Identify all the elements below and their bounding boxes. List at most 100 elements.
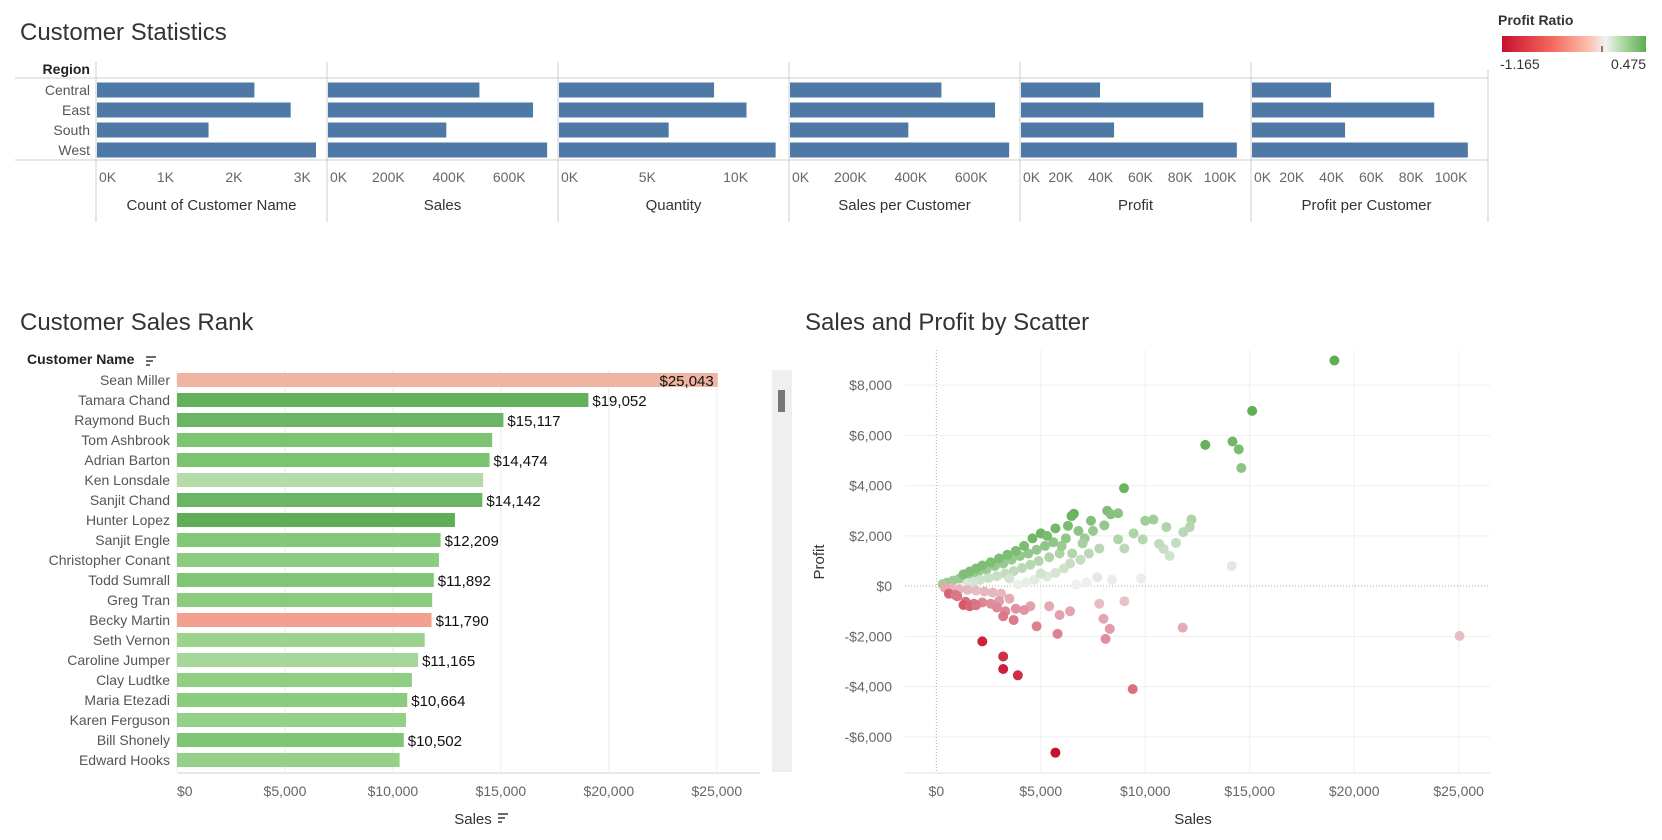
stat-bar[interactable] [559,142,776,158]
scatter-point[interactable] [1113,508,1124,519]
stat-bar[interactable] [328,122,447,138]
scatter-point[interactable] [1031,544,1042,555]
scatter-point[interactable] [1200,439,1211,450]
scatter-point[interactable] [1054,548,1065,559]
stat-bar[interactable] [790,122,909,138]
scatter-point[interactable] [1017,563,1027,574]
scatter-point[interactable] [1012,670,1023,681]
scatter-point[interactable] [971,600,982,611]
scatter-point[interactable] [1008,566,1019,577]
scatter-point[interactable] [1104,623,1115,634]
scatter-point[interactable] [1247,405,1258,416]
scatter-point[interactable] [1137,534,1148,545]
scatter-point[interactable] [1177,622,1188,633]
scatter-point[interactable] [1042,530,1053,541]
scatter-point[interactable] [1050,523,1061,534]
scatter-point[interactable] [1140,515,1151,526]
scatter-point[interactable] [983,573,994,584]
scatter-point[interactable] [987,587,998,598]
scatter-point[interactable] [1329,355,1340,366]
stat-bar[interactable] [790,142,1010,158]
customer-sales-bar[interactable] [177,533,441,547]
scatter-point[interactable] [1004,573,1015,584]
scatter-point[interactable] [1008,615,1019,626]
scatter-point[interactable] [1066,511,1077,522]
stat-bar[interactable] [1252,102,1435,118]
scatter-point[interactable] [991,602,1002,613]
scatter-point[interactable] [1178,527,1189,538]
stat-bar[interactable] [328,82,480,98]
scatter-point[interactable] [1025,559,1036,570]
profit-ratio-legend[interactable]: Profit Ratio -1.165 0.475 [1487,12,1646,222]
customer-sales-bar[interactable] [177,653,419,667]
scatter-point[interactable] [1186,514,1197,525]
stat-bar[interactable] [1021,102,1204,118]
customer-sales-bar[interactable] [177,453,490,467]
scatter-point[interactable] [1021,577,1032,588]
scatter-point[interactable] [1071,579,1082,590]
customer-sales-bar[interactable] [177,733,404,747]
customer-sales-bar[interactable] [177,753,400,767]
customer-sales-bar[interactable] [177,473,484,487]
scatter-point[interactable] [1236,462,1247,473]
stat-bar[interactable] [328,142,548,158]
scatter-point[interactable] [985,557,996,568]
scatter-point[interactable] [1031,621,1042,632]
scatter-point[interactable] [1067,548,1078,559]
scatter-point[interactable] [1050,747,1061,758]
scatter-point[interactable] [962,584,973,595]
scatter-point[interactable] [1019,540,1030,551]
rank-scrollbar-thumb[interactable] [778,390,785,412]
scatter-point[interactable] [1094,543,1105,554]
stat-bar[interactable] [1252,82,1332,98]
stat-bar[interactable] [97,142,316,158]
scatter-point[interactable] [1099,520,1110,531]
scatter-point[interactable] [1065,606,1076,617]
scatter-point[interactable] [1227,436,1238,447]
scatter-point[interactable] [1454,630,1465,641]
scatter-point[interactable] [1044,601,1055,612]
scatter-point[interactable] [950,589,961,600]
scatter-point[interactable] [1035,568,1046,579]
scatter-point[interactable] [1044,552,1055,563]
scatter-point[interactable] [1098,613,1109,624]
customer-sales-bar[interactable] [177,593,433,607]
sort-icon[interactable] [146,356,156,366]
stat-bar[interactable] [790,102,996,118]
scatter-point[interactable] [1161,522,1172,533]
scatter-point[interactable] [1056,540,1067,551]
scatter-point[interactable] [1119,596,1130,607]
scatter-point[interactable] [1127,684,1138,695]
stat-bar[interactable] [97,82,255,98]
scatter-point[interactable] [998,651,1009,662]
scatter-point[interactable] [1136,573,1147,584]
scatter-point[interactable] [1118,483,1129,494]
scatter-point[interactable] [1077,538,1088,549]
scatter-point[interactable] [1233,444,1244,455]
scatter-point[interactable] [1075,554,1086,565]
scatter-point[interactable] [1171,537,1182,548]
stat-bar[interactable] [559,102,747,118]
customer-sales-bar[interactable] [177,413,504,427]
customer-sales-bar[interactable] [177,573,434,587]
stat-bar[interactable] [97,122,209,138]
scatter-point[interactable] [1100,633,1111,644]
stat-bar[interactable] [559,122,669,138]
scatter-point[interactable] [998,664,1009,675]
stat-bar[interactable] [1252,142,1468,158]
stat-bar[interactable] [559,82,715,98]
scatter-point[interactable] [1092,572,1103,583]
customer-sales-bar[interactable] [177,393,589,407]
scatter-point[interactable] [1058,563,1069,574]
customer-sales-bar[interactable] [177,553,439,567]
scatter-point[interactable] [1083,548,1094,559]
customer-sales-bar[interactable] [177,693,408,707]
stat-bar[interactable] [328,102,534,118]
customer-sales-bar[interactable] [177,493,483,507]
stat-bar[interactable] [790,82,942,98]
scatter-point[interactable] [1060,533,1071,544]
scatter-point[interactable] [1148,514,1159,525]
scatter-point[interactable] [994,553,1005,564]
scatter-point[interactable] [1027,533,1038,544]
scatter-point[interactable] [958,569,969,580]
